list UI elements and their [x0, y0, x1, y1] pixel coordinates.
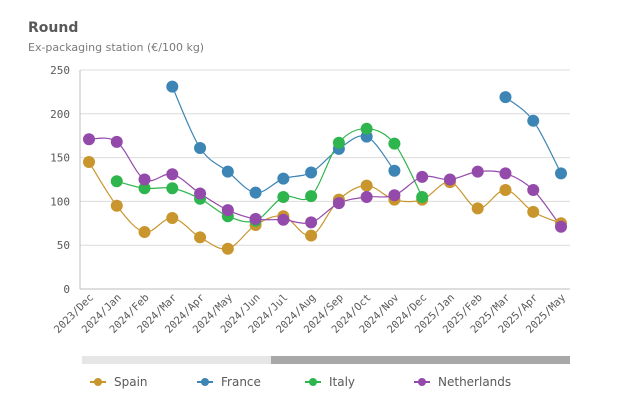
data-point-italy [110, 175, 123, 188]
legend-item-france[interactable]: France [197, 374, 261, 390]
data-point-netherlands [443, 173, 456, 186]
y-axis-ticks: 0 50 100 150 200 250 [50, 64, 70, 296]
legend-marker [197, 377, 213, 387]
data-point-netherlands [388, 189, 401, 202]
data-point-spain [166, 212, 179, 225]
y-tick-label: 0 [63, 283, 70, 296]
data-point-italy [388, 137, 401, 150]
legend-marker [90, 377, 106, 387]
y-tick-label: 250 [50, 64, 70, 77]
data-point-spain [221, 242, 234, 255]
legend-label: Spain [114, 375, 148, 389]
data-point-italy [305, 190, 318, 203]
series-line-italy [116, 128, 423, 223]
data-point-netherlands [138, 173, 151, 186]
data-point-netherlands [221, 204, 234, 217]
data-point-spain [110, 199, 123, 212]
y-tick-label: 150 [50, 152, 70, 165]
data-point-netherlands [416, 170, 429, 183]
series-line-france [505, 96, 562, 174]
data-point-netherlands [277, 213, 290, 226]
y-tick-label: 200 [50, 108, 70, 121]
data-point-france [555, 167, 567, 180]
data-point-netherlands [305, 216, 318, 229]
data-point-france [249, 186, 262, 199]
data-point-netherlands [332, 197, 345, 210]
legend-item-italy[interactable]: Italy [305, 374, 355, 390]
y-tick-label: 100 [50, 195, 70, 208]
series-line-spain [88, 161, 562, 250]
series-points [83, 80, 567, 255]
legend-label: Netherlands [438, 375, 512, 389]
data-point-spain [138, 226, 151, 239]
chart-scrollbar[interactable] [82, 356, 570, 364]
legend-label: Italy [329, 375, 356, 389]
series-lines [88, 86, 562, 250]
data-point-italy [416, 191, 429, 204]
grid-lines [79, 69, 570, 290]
y-tick-label: 50 [57, 239, 70, 252]
chart-title: Round [28, 20, 79, 36]
data-point-spain [527, 205, 540, 218]
data-point-netherlands [166, 168, 179, 181]
data-point-netherlands [249, 212, 262, 225]
data-point-spain [83, 155, 95, 168]
data-point-france [221, 165, 234, 178]
data-point-italy [138, 182, 151, 195]
data-point-netherlands [110, 135, 123, 148]
data-point-netherlands [360, 191, 373, 204]
data-point-spain [194, 231, 207, 244]
data-point-netherlands [471, 165, 484, 178]
data-point-italy [277, 191, 290, 204]
data-point-netherlands [499, 167, 512, 180]
legend-label: France [221, 375, 261, 389]
scrollbar-thumb[interactable] [271, 356, 570, 364]
chart-subtitle: Ex-packaging station (€/100 kg) [28, 41, 205, 54]
data-point-italy [332, 136, 345, 149]
data-point-netherlands [527, 184, 540, 197]
data-point-netherlands [194, 187, 207, 200]
data-point-france [499, 91, 512, 104]
data-point-netherlands [555, 220, 567, 233]
data-point-spain [305, 229, 318, 242]
series-line-netherlands [88, 137, 562, 228]
data-point-italy [360, 122, 373, 135]
data-point-italy [166, 182, 179, 195]
x-axis-ticks: 2023/Dec2024/Jan2024/Feb2024/Mar2024/Apr… [52, 292, 568, 336]
data-point-spain [360, 179, 373, 192]
data-point-france [305, 166, 318, 179]
legend: Spain France Italy Netherlands [0, 374, 626, 390]
data-point-netherlands [83, 133, 95, 146]
data-point-france [194, 141, 207, 154]
data-point-france [527, 114, 540, 127]
data-point-france [166, 80, 179, 93]
data-point-france [388, 164, 401, 177]
legend-marker [414, 377, 430, 387]
legend-item-spain[interactable]: Spain [90, 374, 148, 390]
legend-item-netherlands[interactable]: Netherlands [414, 374, 511, 390]
data-point-france [277, 172, 290, 185]
data-point-spain [499, 184, 512, 197]
legend-marker [305, 377, 321, 387]
data-point-spain [471, 202, 484, 215]
